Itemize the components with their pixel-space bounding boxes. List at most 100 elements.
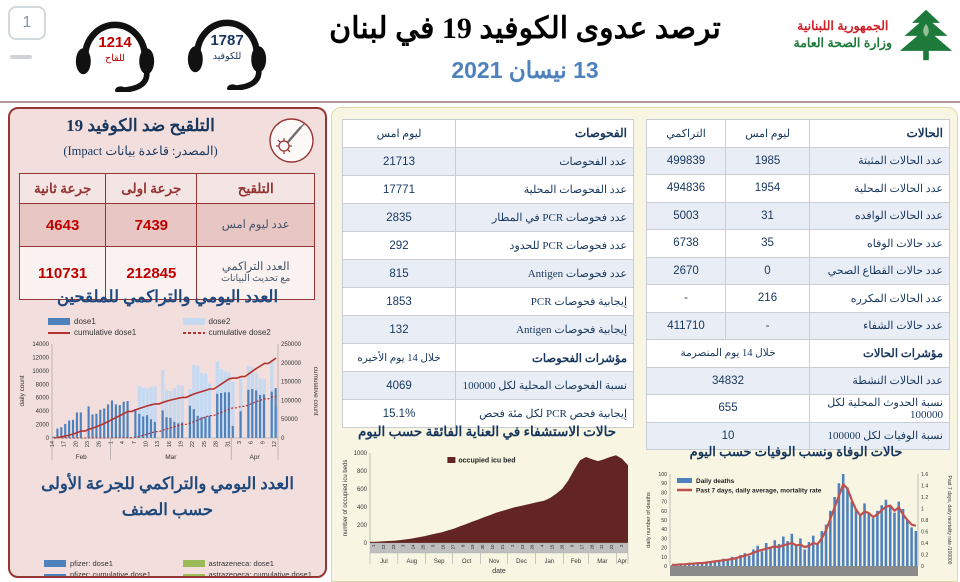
pfizer-cumulative-swatch xyxy=(44,573,66,576)
row-yesterday: 1985 xyxy=(725,147,809,174)
vaccinated-chart-legend: dose1 dose2 cumulative dose1 cumulative … xyxy=(48,317,311,337)
svg-text:6000: 6000 xyxy=(36,396,50,402)
svg-text:10000: 10000 xyxy=(32,369,49,375)
svg-text:19: 19 xyxy=(179,441,185,447)
row-label: عدد الحالات النشطة xyxy=(809,367,949,394)
svg-text:28: 28 xyxy=(214,441,220,447)
svg-text:0: 0 xyxy=(664,564,667,570)
row-cumulative: 6738 xyxy=(673,237,699,250)
svg-text:0: 0 xyxy=(46,436,50,442)
page-number-box[interactable]: 1 xyxy=(8,6,46,40)
svg-text:14: 14 xyxy=(411,544,416,549)
row-cumulative: 494836 xyxy=(666,182,706,195)
vaccination-header-label: التلقيح xyxy=(196,174,314,203)
table-row: عدد فحوصات PCR للحدود 292 xyxy=(343,231,633,259)
svg-text:Apr: Apr xyxy=(250,454,261,461)
moph-logo-text: الجمهورية اللبنانية وزارة الصحة العامة xyxy=(794,18,893,52)
table-row: إيجابية فحص PCR لكل مئة فحص 15.1% xyxy=(343,399,633,427)
svg-text:40: 40 xyxy=(661,527,667,533)
row-label: عدد فحوصات PCR للحدود xyxy=(455,232,633,259)
daily-deaths-mortality-chart: 0 10 20 30 40 50 60 70 80 90 100 0 0.2 0.4 0.6 0.8 1 1.2 1… xyxy=(646,472,952,576)
svg-text:Sep: Sep xyxy=(434,559,445,565)
dose2-swatch xyxy=(182,318,205,325)
svg-text:80: 80 xyxy=(661,490,667,496)
table-row: عدد الحالات المثبتة 1985 499839 xyxy=(647,146,949,174)
cases-header-label: الحالات xyxy=(809,120,949,147)
vaccination-header-dose1: جرعة اولى xyxy=(105,174,196,203)
row-label: عدد فحوصات PCR في المطار xyxy=(455,204,633,231)
cumulative-dose2-swatch xyxy=(182,331,205,334)
svg-text:13: 13 xyxy=(155,441,161,447)
svg-text:cumulative count: cumulative count xyxy=(312,367,318,416)
report-date: 13 نيسان 2021 xyxy=(451,57,599,83)
svg-text:2000: 2000 xyxy=(36,423,50,429)
svg-text:17: 17 xyxy=(62,441,68,447)
legend-item: astrazeneca: dose1 xyxy=(182,559,316,568)
table-row: عدد ليوم امس 7439 4643 xyxy=(20,203,314,246)
row-value: 15.1% xyxy=(382,407,416,420)
row-value: 10 xyxy=(721,429,735,442)
table-row: عدد حالات الوفاه 35 6738 xyxy=(647,229,949,257)
svg-text:3: 3 xyxy=(237,441,243,444)
svg-text:5: 5 xyxy=(431,544,436,547)
svg-text:70: 70 xyxy=(661,500,667,506)
cumulative-dose1-swatch xyxy=(48,331,70,334)
logo-republic-line: الجمهورية اللبنانية xyxy=(797,19,889,34)
svg-text:8000: 8000 xyxy=(36,382,50,388)
svg-text:800: 800 xyxy=(357,469,368,475)
svg-text:4: 4 xyxy=(540,544,545,547)
svg-text:11: 11 xyxy=(599,544,604,549)
tests-indicators-period: خلال 14 يوم الأخيره xyxy=(357,352,441,364)
svg-text:10: 10 xyxy=(490,544,495,549)
svg-text:4000: 4000 xyxy=(36,409,50,415)
chart2-title-line2: حسب الصنف xyxy=(121,499,214,519)
vaccination-yesterday-dose1: 7439 xyxy=(105,204,196,246)
table-header-row: الفحوصات ليوم امس xyxy=(343,120,633,147)
svg-text:100000: 100000 xyxy=(281,398,302,404)
legend-label: pfizer: dose1 xyxy=(70,559,113,568)
svg-text:10: 10 xyxy=(661,555,667,561)
table-row: عدد الحالات المكرره 216 - xyxy=(647,284,949,312)
row-label: نسبة الحدوث المحلية لكل 100000 xyxy=(809,395,949,422)
table-row: إيجابية فحوصات Antigen 132 xyxy=(343,315,633,343)
svg-text:1.4: 1.4 xyxy=(921,484,928,490)
cumulative-sublabel: مع تحديث البيانات xyxy=(221,274,291,285)
svg-text:12: 12 xyxy=(381,544,386,549)
svg-text:22: 22 xyxy=(190,441,196,447)
svg-text:Aug: Aug xyxy=(406,559,417,565)
covid-hotline-number: 1787 xyxy=(210,32,244,49)
svg-text:Mar: Mar xyxy=(165,454,177,461)
svg-text:25: 25 xyxy=(202,441,208,447)
row-label: عدد الفحوصات المحلية xyxy=(455,176,633,203)
row-value: 21713 xyxy=(383,155,415,168)
vaccinated-chart-title: العدد اليومي والتراكمي للملقحين xyxy=(56,287,279,306)
row-label: عدد الحالات المثبتة xyxy=(809,147,949,174)
first-dose-by-type-chart-title: العدد اليومي والتراكمي للجرعة الأولى حسب… xyxy=(16,471,319,522)
svg-text:8: 8 xyxy=(460,544,465,547)
row-value: 132 xyxy=(389,323,409,336)
svg-text:150000: 150000 xyxy=(281,380,302,386)
svg-text:28: 28 xyxy=(589,544,594,549)
vaccination-panel-subtitle: (المصدر: قاعدة بيانات Impact) xyxy=(63,144,218,158)
row-label: عدد الحالات الوافده xyxy=(809,202,949,229)
row-label: عدد حالات الشفاء xyxy=(809,312,949,339)
svg-text:27: 27 xyxy=(450,544,455,549)
svg-text:19: 19 xyxy=(470,544,475,549)
row-yesterday: 31 xyxy=(725,202,809,229)
svg-text:21: 21 xyxy=(500,544,505,549)
table-row: عدد الحالات الوافده 31 5003 xyxy=(647,201,949,229)
svg-text:50: 50 xyxy=(661,518,667,524)
table-row: عدد حالات القطاع الصحي 0 2670 xyxy=(647,256,949,284)
legend-label: dose1 xyxy=(74,317,96,326)
tests-indicators-header: مؤشرات الفحوصات xyxy=(455,344,633,371)
svg-text:22: 22 xyxy=(609,544,614,549)
legend-item: cumulative dose1 xyxy=(48,328,177,337)
legend-label: cumulative dose1 xyxy=(74,328,137,337)
row-label: نسبة الفحوصات المحلية لكل 100000 xyxy=(455,372,633,399)
svg-text:Apr: Apr xyxy=(618,559,627,565)
svg-text:50000: 50000 xyxy=(281,417,298,423)
row-label: نسبة الوفيات لكل 100000 xyxy=(809,422,949,449)
svg-text:9: 9 xyxy=(260,441,266,444)
table-row: عدد فحوصات PCR في المطار 2835 xyxy=(343,203,633,231)
tests-header-value: ليوم امس xyxy=(376,128,422,140)
